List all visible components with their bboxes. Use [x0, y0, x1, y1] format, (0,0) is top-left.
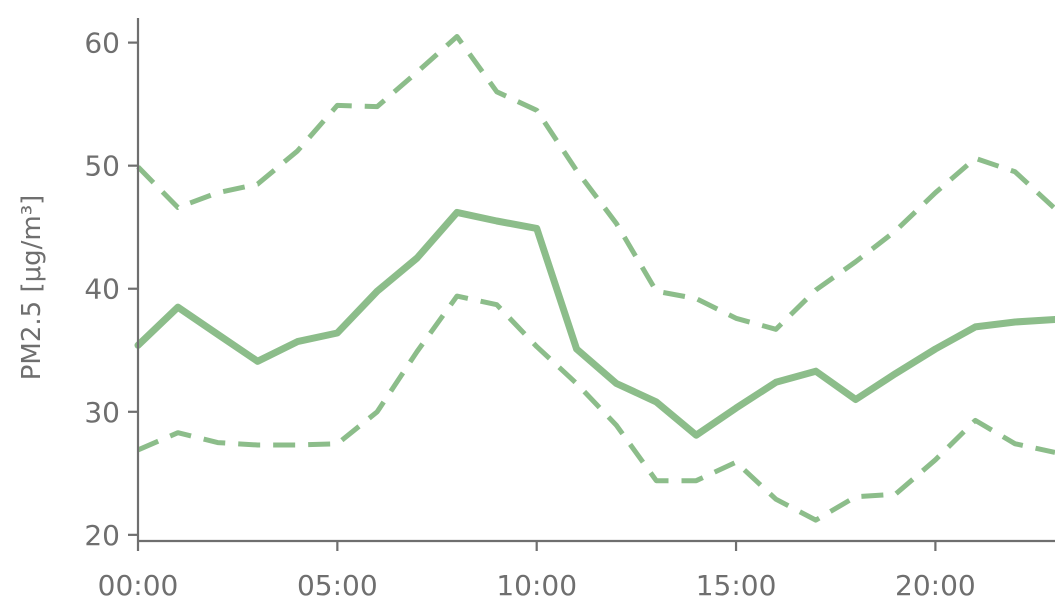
x-axis: 00:00 05:00 10:00 15:00 20:00: [98, 539, 1055, 602]
x-tick-label: 15:00: [696, 569, 777, 602]
y-axis-label: PM2.5 [μg/m³]: [17, 195, 47, 381]
mean-line-series: [134, 208, 1055, 439]
y-tick-label: 60: [84, 27, 120, 60]
x-tick-label: 20:00: [895, 569, 976, 602]
x-tick-label: 05:00: [297, 569, 378, 602]
y-tick-label: 30: [84, 396, 120, 429]
y-axis: 20 30 40 50 60: [84, 18, 140, 552]
y-tick-label: 50: [84, 150, 120, 183]
y-tick-label: 20: [84, 519, 120, 552]
upper-dashed-series: [136, 34, 1055, 332]
lower-dashed-series: [137, 293, 1055, 523]
plot-area: [134, 34, 1055, 523]
x-tick-label: 00:00: [98, 569, 179, 602]
x-tick-label: 10:00: [496, 569, 577, 602]
y-tick-label: 40: [84, 273, 120, 306]
